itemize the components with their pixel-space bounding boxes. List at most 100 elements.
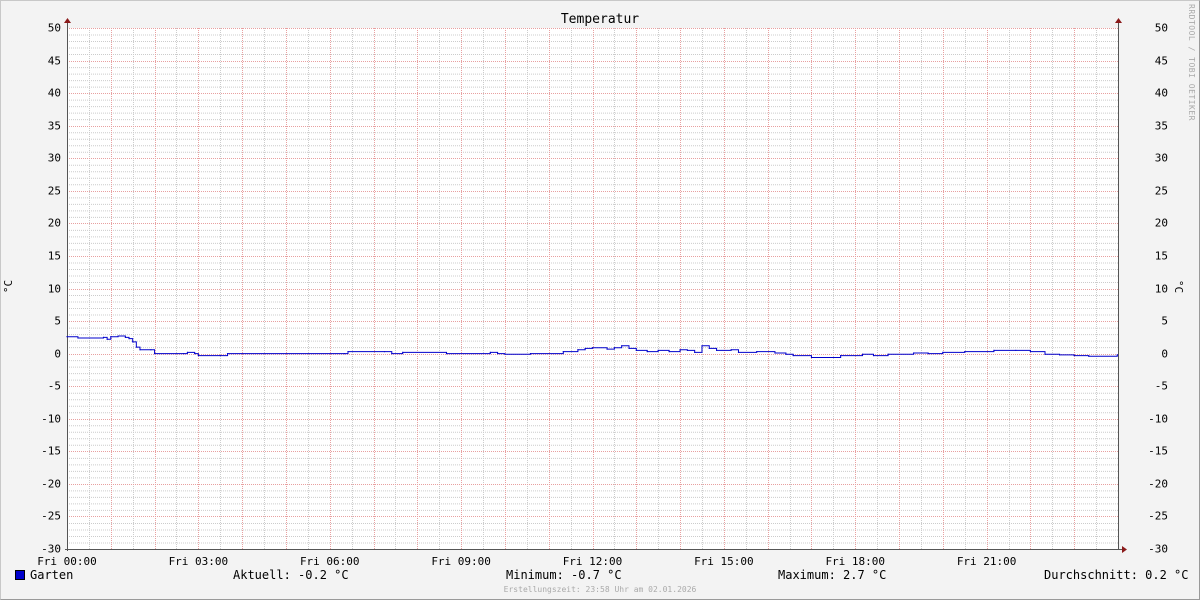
y-tick-label: 30 (48, 152, 61, 165)
data-point (117, 335, 119, 337)
chart-title: Temperatur (560, 12, 640, 27)
y-tick-label: 45 (48, 55, 61, 68)
data-point (489, 351, 491, 353)
data-point (701, 345, 703, 347)
data-point (132, 341, 134, 343)
data-point (226, 353, 229, 355)
y-tick-label: -15 (41, 445, 61, 458)
data-point (383, 351, 386, 353)
stat-current: Aktuell: -0.2 °C (233, 568, 349, 582)
y-tick-label-right: -30 (1148, 543, 1168, 556)
data-point (197, 354, 199, 357)
legend-swatch-garten (15, 570, 25, 580)
y-tick-label: 15 (48, 250, 61, 263)
y-axis-arrow-icon (64, 18, 71, 23)
data-point (186, 351, 189, 353)
data-point (128, 338, 130, 340)
data-point (1073, 354, 1075, 357)
x-tick-label: Fri 03:00 (169, 555, 229, 568)
data-point (1059, 354, 1061, 356)
data-point (591, 347, 594, 349)
y-tick-label-right: -10 (1148, 413, 1168, 426)
x-tick-label: Fri 00:00 (37, 555, 97, 568)
data-point (686, 349, 688, 351)
data-point (110, 336, 112, 338)
data-point (737, 351, 740, 353)
data-point (756, 351, 758, 353)
data-point (402, 351, 404, 353)
data-point (646, 351, 648, 353)
data-point (577, 349, 579, 351)
data-point (343, 353, 345, 355)
data-point (347, 351, 349, 353)
y-tick-label: 20 (48, 217, 61, 230)
data-point (66, 336, 68, 338)
data-point (694, 351, 696, 353)
y-tick-label-right: 25 (1155, 185, 1168, 198)
data-point (810, 356, 813, 359)
x-tick-label: Fri 21:00 (957, 555, 1017, 568)
y-tick-label-right: 20 (1155, 217, 1168, 230)
y-tick-label: 50 (48, 22, 61, 35)
y-tick-label-right: 0 (1161, 348, 1168, 361)
x-tick-label: Fri 15:00 (694, 555, 754, 568)
x-tick-label: Fri 09:00 (431, 555, 491, 568)
y-tick-label-right: 45 (1155, 55, 1168, 68)
x-tick-label: Fri 18:00 (825, 555, 885, 568)
y-tick-label: 25 (48, 185, 61, 198)
y-tick-label-right: 30 (1155, 152, 1168, 165)
data-point (606, 348, 608, 350)
data-point (628, 347, 630, 350)
data-point (124, 336, 126, 338)
data-point (668, 351, 670, 353)
data-point (715, 349, 718, 351)
x-tick-label: Fri 12:00 (563, 555, 623, 568)
y-tick-label: -30 (41, 543, 61, 556)
data-point (139, 349, 141, 351)
data-point (913, 352, 915, 354)
data-point (1088, 355, 1090, 357)
data-point (792, 354, 794, 357)
y-tick-label-right: -5 (1155, 380, 1168, 393)
y-tick-label-right: -15 (1148, 445, 1168, 458)
data-point (194, 353, 196, 355)
data-point (635, 349, 637, 351)
creation-time: Erstellungszeit: 23:58 Uhr am 02.01.2026 (503, 585, 697, 594)
legend-label-garten: Garten (30, 568, 74, 582)
data-point (135, 346, 137, 348)
y-tick-label-right: 5 (1161, 315, 1168, 328)
y-tick-label: 5 (54, 315, 61, 328)
data-point (102, 336, 105, 338)
data-point (657, 349, 659, 351)
data-point (1015, 349, 1017, 351)
data-point (497, 353, 499, 355)
data-point (445, 353, 448, 355)
data-point (391, 353, 393, 355)
y-tick-label-right: 40 (1155, 87, 1168, 100)
y-tick-label-right: -25 (1148, 510, 1168, 523)
stat-minimum: Minimum: -0.7 °C (506, 568, 622, 582)
data-point (106, 338, 108, 340)
stat-average: Durchschnitt: 0.2 °C (1044, 568, 1189, 582)
data-point (1116, 354, 1118, 356)
data-point (183, 353, 185, 355)
data-point (774, 352, 776, 354)
data-point (927, 353, 929, 355)
y-tick-label-right: 35 (1155, 120, 1168, 133)
data-point (942, 351, 944, 353)
data-point (861, 353, 864, 355)
data-point (872, 354, 875, 357)
data-point (529, 353, 532, 355)
data-point (840, 354, 842, 357)
y-tick-label: -5 (48, 380, 61, 393)
x-axis-arrow-icon (1122, 546, 1127, 553)
data-point (964, 351, 966, 353)
data-point (584, 347, 586, 350)
data-point (679, 349, 681, 351)
data-point (708, 347, 710, 350)
y-axis-arrow-right-icon (1115, 18, 1122, 23)
data-point (219, 354, 221, 357)
plot-background (67, 28, 1118, 549)
y-tick-label-right: 15 (1155, 250, 1168, 263)
